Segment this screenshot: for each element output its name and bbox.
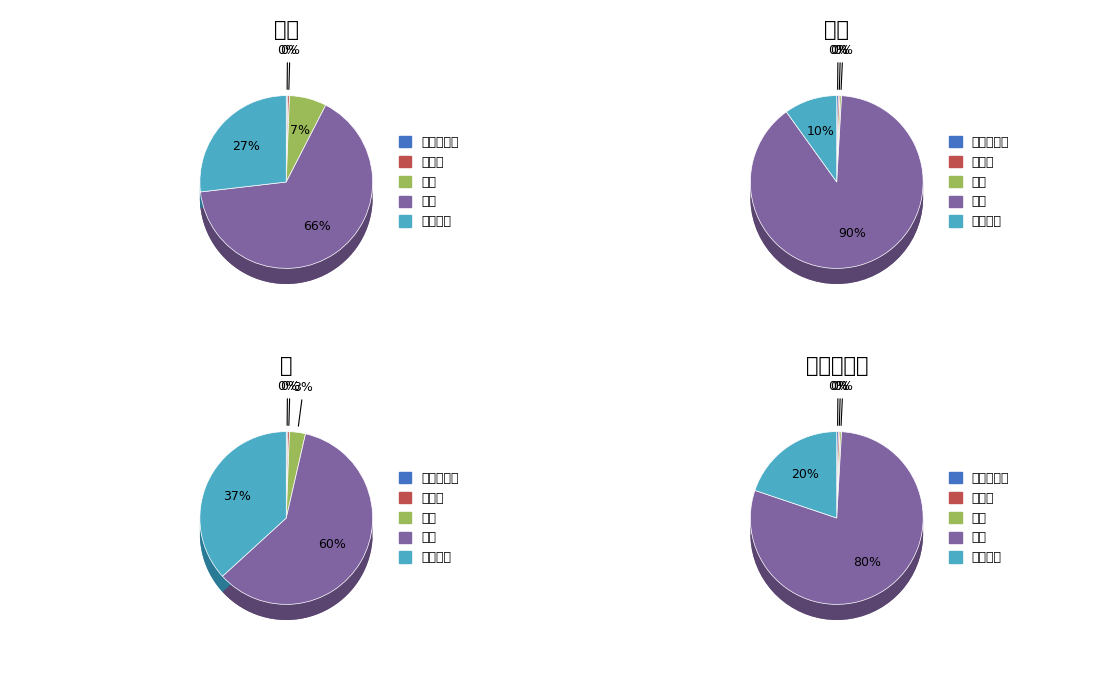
Text: 0%: 0% [828, 44, 848, 90]
Legend: 매우별로다, 별로다, 보통, 좋다, 매우좋다: 매우별로다, 별로다, 보통, 좋다, 매우좋다 [945, 467, 1014, 569]
Polygon shape [200, 182, 286, 208]
Text: 37%: 37% [224, 490, 251, 503]
Wedge shape [837, 96, 840, 182]
Wedge shape [751, 432, 923, 604]
Polygon shape [222, 533, 372, 620]
Polygon shape [751, 197, 923, 284]
Polygon shape [222, 518, 286, 592]
Text: 0%: 0% [280, 44, 299, 90]
Polygon shape [200, 184, 372, 284]
Wedge shape [286, 96, 287, 182]
Text: 80%: 80% [853, 556, 881, 569]
Text: 0%: 0% [830, 380, 850, 426]
Text: 복용후느낄: 복용후느낄 [806, 356, 868, 376]
Wedge shape [837, 432, 841, 518]
Wedge shape [286, 96, 326, 182]
Polygon shape [222, 522, 372, 620]
Polygon shape [200, 521, 222, 592]
Text: 0%: 0% [280, 380, 299, 426]
Text: 0%: 0% [277, 380, 297, 426]
Text: 향기: 향기 [825, 20, 849, 40]
Wedge shape [286, 432, 290, 518]
Wedge shape [751, 96, 923, 268]
Text: 10%: 10% [806, 125, 835, 137]
Text: 60%: 60% [318, 538, 347, 552]
Wedge shape [786, 96, 837, 182]
Legend: 매우별로다, 별로다, 보통, 좋다, 매우좋다: 매우별로다, 별로다, 보통, 좋다, 매우좋다 [945, 131, 1014, 233]
Text: 0%: 0% [832, 380, 853, 426]
Text: 성상: 성상 [274, 20, 298, 40]
Text: 90%: 90% [838, 227, 865, 240]
Wedge shape [837, 96, 841, 182]
Wedge shape [200, 105, 372, 268]
Polygon shape [200, 182, 286, 208]
Polygon shape [751, 182, 923, 284]
Text: 0%: 0% [277, 44, 297, 90]
Polygon shape [751, 519, 923, 620]
Legend: 매우별로다, 별로다, 보통, 좋다, 매우좋다: 매우별로다, 별로다, 보통, 좋다, 매우좋다 [394, 131, 464, 233]
Text: 20%: 20% [792, 468, 819, 481]
Wedge shape [837, 432, 840, 518]
Text: 66%: 66% [303, 220, 330, 232]
Polygon shape [200, 197, 286, 208]
Text: 0%: 0% [830, 44, 850, 90]
Wedge shape [837, 432, 838, 518]
Wedge shape [837, 96, 838, 182]
Text: 0%: 0% [832, 44, 853, 90]
Wedge shape [286, 432, 287, 518]
Wedge shape [286, 432, 305, 518]
Polygon shape [200, 533, 286, 592]
Wedge shape [200, 96, 286, 192]
Wedge shape [222, 434, 372, 604]
Wedge shape [755, 432, 837, 518]
Legend: 매우별로다, 별로다, 보통, 좋다, 매우좋다: 매우별로다, 별로다, 보통, 좋다, 매우좋다 [394, 467, 464, 569]
Wedge shape [286, 96, 290, 182]
Text: 맛: 맛 [280, 356, 293, 376]
Wedge shape [200, 432, 286, 576]
Polygon shape [751, 533, 923, 620]
Text: 3%: 3% [294, 382, 314, 426]
Text: 27%: 27% [232, 140, 260, 153]
Text: 0%: 0% [828, 380, 848, 426]
Polygon shape [200, 197, 372, 284]
Polygon shape [222, 518, 286, 592]
Text: 7%: 7% [290, 124, 309, 136]
